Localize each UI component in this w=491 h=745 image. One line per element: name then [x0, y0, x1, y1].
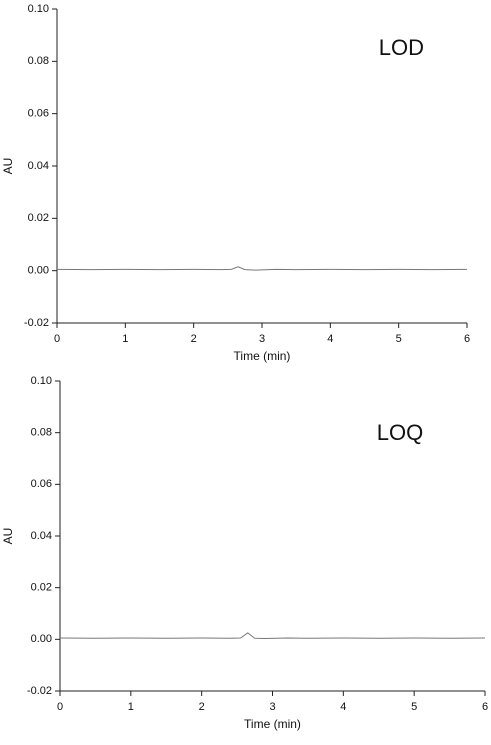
x-tick-label: 4 [327, 333, 333, 345]
data-line [56, 266, 468, 271]
x-tick-label: 0 [57, 701, 63, 713]
y-tick-label: 0.10 [31, 375, 52, 387]
y-tick-label: -0.02 [27, 685, 52, 697]
y-axis-label: AU [1, 158, 15, 175]
y-tick-label: -0.02 [24, 317, 49, 329]
x-axis-label: Time (min) [244, 717, 301, 731]
x-tick-label: 1 [128, 701, 134, 713]
x-tick-label: 6 [464, 333, 470, 345]
annotation: LOD [379, 35, 424, 60]
x-tick-label: 1 [122, 333, 128, 345]
x-tick-label: 3 [269, 701, 275, 713]
x-tick-label: 5 [411, 701, 417, 713]
y-tick-label: 0.08 [31, 427, 52, 439]
x-tick-label: 0 [54, 333, 60, 345]
x-tick-label: 3 [259, 333, 265, 345]
y-tick-label: 0.04 [28, 160, 49, 172]
y-tick-label: 0.04 [31, 530, 52, 542]
y-tick-label: 0.06 [28, 108, 49, 120]
x-tick-label: 2 [199, 701, 205, 713]
annotation: LOQ [377, 420, 423, 445]
y-tick-label: 0.02 [31, 582, 52, 594]
y-tick-label: 0.06 [31, 478, 52, 490]
data-line [59, 632, 486, 640]
x-axis-label: Time (min) [234, 349, 291, 363]
y-axis-label: AU [1, 528, 15, 545]
x-tick-label: 2 [191, 333, 197, 345]
y-tick-label: 0.02 [28, 212, 49, 224]
x-tick-label: 4 [340, 701, 346, 713]
x-tick-label: 5 [396, 333, 402, 345]
y-tick-label: 0.00 [31, 633, 52, 645]
y-tick-label: 0.00 [28, 265, 49, 277]
y-tick-label: 0.08 [28, 55, 49, 67]
x-tick-label: 6 [482, 701, 488, 713]
y-tick-label: 0.10 [28, 3, 49, 15]
